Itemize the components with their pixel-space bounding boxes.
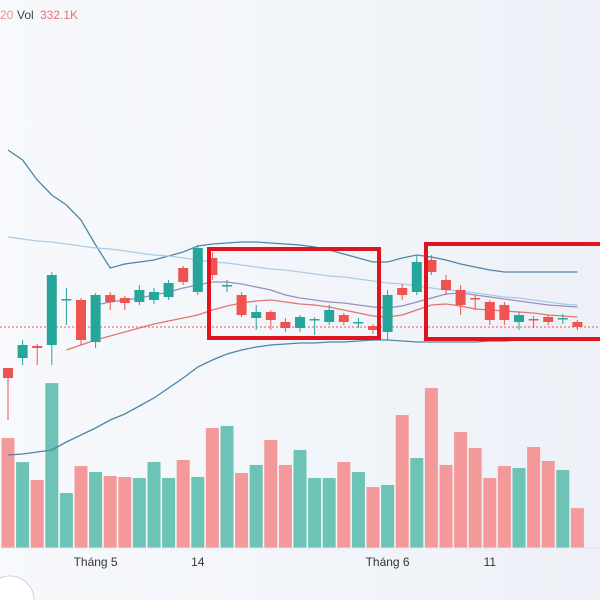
candle-body xyxy=(353,322,364,324)
volume-bar xyxy=(454,431,468,548)
x-tick-label: Tháng 6 xyxy=(366,555,410,569)
candle-body xyxy=(470,298,481,300)
volume-bar xyxy=(132,478,146,548)
candle-body xyxy=(119,298,130,303)
candle-body xyxy=(338,315,349,322)
indicator-line xyxy=(7,236,578,306)
candle-body xyxy=(76,300,86,340)
candle-body xyxy=(32,346,43,348)
candle-body xyxy=(105,295,116,302)
candle-body xyxy=(265,312,276,320)
volume-bar xyxy=(541,461,555,548)
candle-body xyxy=(543,317,554,322)
candle-body xyxy=(441,280,451,290)
candle-body xyxy=(3,368,13,378)
indicator-line xyxy=(7,337,578,456)
candle-body xyxy=(178,268,189,282)
candle-body xyxy=(295,317,305,328)
volume-bar xyxy=(410,458,424,548)
volume-bar xyxy=(191,476,205,548)
volume-bar xyxy=(424,388,438,548)
volume-bar xyxy=(556,470,570,548)
candle-body xyxy=(572,322,583,327)
volume-bar xyxy=(351,472,365,548)
candle-body xyxy=(163,283,174,297)
candle-body xyxy=(426,260,437,272)
x-tick-label: 14 xyxy=(191,555,205,569)
candle-body xyxy=(280,322,291,328)
volume-bar xyxy=(205,428,219,548)
candle-body xyxy=(382,295,393,332)
volume-bar xyxy=(220,425,234,548)
volume-bar xyxy=(337,461,351,548)
volume-bar xyxy=(512,467,526,548)
candle-body xyxy=(17,345,28,358)
candle-body xyxy=(528,319,539,321)
volume-bar xyxy=(176,460,190,548)
candle-body xyxy=(455,290,466,305)
header-fragment: 20 xyxy=(0,8,14,22)
candle-body xyxy=(411,262,422,292)
volume-bar xyxy=(527,446,541,548)
label-layer: Tháng 5 14 Tháng 6 11 xyxy=(74,555,497,569)
volume-bar xyxy=(249,464,263,548)
candle-body xyxy=(397,288,408,295)
candle-body xyxy=(61,299,72,301)
x-tick-label: Tháng 5 xyxy=(74,555,118,569)
volume-bar xyxy=(147,461,161,548)
volume-bar xyxy=(278,464,292,548)
candle-body xyxy=(368,326,378,330)
volume-bar xyxy=(483,478,497,548)
volume-bar xyxy=(118,476,132,548)
volume-bar xyxy=(59,493,73,548)
volume-bar xyxy=(366,487,380,548)
candle-body xyxy=(90,295,101,342)
volume-bar xyxy=(468,448,482,548)
volume-bar xyxy=(293,449,307,548)
candle-body xyxy=(251,312,262,318)
volume-bar xyxy=(497,466,511,548)
volume-bar xyxy=(89,472,103,548)
candle-body xyxy=(149,292,159,300)
volume-last: 332.1K xyxy=(40,8,78,22)
candle-body xyxy=(324,310,335,322)
volume-bar xyxy=(16,462,30,548)
volume-bar xyxy=(439,464,453,548)
candle-body xyxy=(192,248,203,292)
volume-bar xyxy=(103,476,117,548)
candle-layer xyxy=(3,245,583,420)
volume-bar xyxy=(264,440,278,548)
candle-body xyxy=(207,258,218,275)
volume-bar xyxy=(395,415,409,548)
candle-body xyxy=(499,305,510,320)
indicator-line xyxy=(95,281,578,309)
indicator-line xyxy=(7,149,578,273)
candle-body xyxy=(236,295,247,315)
candle-body xyxy=(309,319,320,321)
volume-bar xyxy=(74,466,88,548)
candle-body xyxy=(134,290,145,302)
highlight-box xyxy=(424,242,600,341)
candle-body xyxy=(484,302,495,320)
volume-layer xyxy=(1,383,584,548)
volume-bar xyxy=(381,485,395,548)
candle-body xyxy=(46,275,57,345)
volume-bar xyxy=(235,473,249,548)
volume-bar xyxy=(45,383,59,548)
volume-name: Vol xyxy=(17,8,34,22)
volume-bar xyxy=(162,478,176,548)
volume-bar xyxy=(1,437,15,548)
highlight-box xyxy=(207,247,381,340)
volume-bar xyxy=(308,478,322,548)
ui-button[interactable] xyxy=(0,575,35,600)
volume-bar xyxy=(570,508,584,548)
candle-body xyxy=(514,315,524,322)
volume-bar xyxy=(322,478,336,548)
volume-bar xyxy=(30,479,44,548)
candle-body xyxy=(557,318,568,320)
candle-body xyxy=(222,285,232,287)
x-tick-label: 11 xyxy=(484,555,497,569)
